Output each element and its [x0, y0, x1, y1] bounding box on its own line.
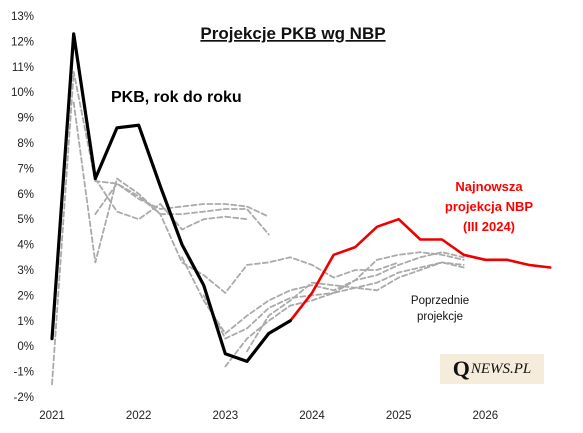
y-tick-label: 8%	[17, 138, 34, 150]
chart-title: Projekcje PKB wg NBP	[200, 24, 385, 43]
annotation-latest-line3: (III 2024)	[463, 219, 515, 234]
y-tick-label: 12%	[11, 36, 34, 48]
y-tick-label: 4%	[17, 240, 34, 252]
y-tick-label: 13%	[11, 11, 34, 23]
y-tick-label: -1%	[14, 367, 34, 379]
y-tick-label: 2%	[17, 290, 34, 302]
y-tick-label: 5%	[17, 214, 34, 226]
series-layer	[50, 32, 552, 386]
y-tick-label: 10%	[11, 87, 34, 99]
y-tick-label: 7%	[17, 163, 34, 175]
x-tick-label: 2024	[299, 410, 325, 422]
annotation-latest-line1: Najnowsza	[455, 179, 523, 194]
logo-text: NEWS.PL	[470, 360, 532, 377]
x-tick-label: 2025	[386, 410, 412, 422]
y-tick-label: 6%	[17, 189, 34, 201]
gdp-actual-line	[50, 32, 292, 363]
annotation-actual: PKB, rok do roku	[111, 89, 242, 106]
y-tick-label: 0%	[17, 341, 34, 353]
y-tick-label: 3%	[17, 265, 34, 277]
previous-projection-line	[181, 251, 465, 335]
previous-projection-line	[246, 261, 465, 353]
annotation-previous-line1: Poprzednie	[411, 295, 469, 307]
y-tick-label: 11%	[12, 62, 34, 74]
previous-projection-line	[94, 182, 400, 294]
annotation-previous-line2: projekcje	[417, 311, 463, 323]
x-tick-label: 2023	[213, 410, 239, 422]
y-tick-label: 1%	[17, 316, 34, 328]
qnews-logo: Q NEWS.PL	[440, 354, 544, 384]
y-tick-label: -2%	[14, 392, 34, 404]
previous-projection-line	[51, 71, 270, 386]
y-tick-label: 9%	[17, 113, 34, 125]
previous-projection-line	[224, 261, 465, 368]
x-tick-label: 2026	[473, 410, 499, 422]
x-tick-label: 2022	[126, 410, 152, 422]
logo-q-letter: Q	[452, 356, 470, 381]
latest-projection-line	[288, 217, 552, 323]
annotation-latest-line2: projekcja NBP	[445, 199, 533, 214]
axis-ticks: -2% -1% 0% 1% 2% 3% 4% 5% 6% 7% 8% 9% 10% 11% 12% 13% 20…	[11, 11, 498, 422]
x-tick-label: 2021	[39, 410, 65, 422]
